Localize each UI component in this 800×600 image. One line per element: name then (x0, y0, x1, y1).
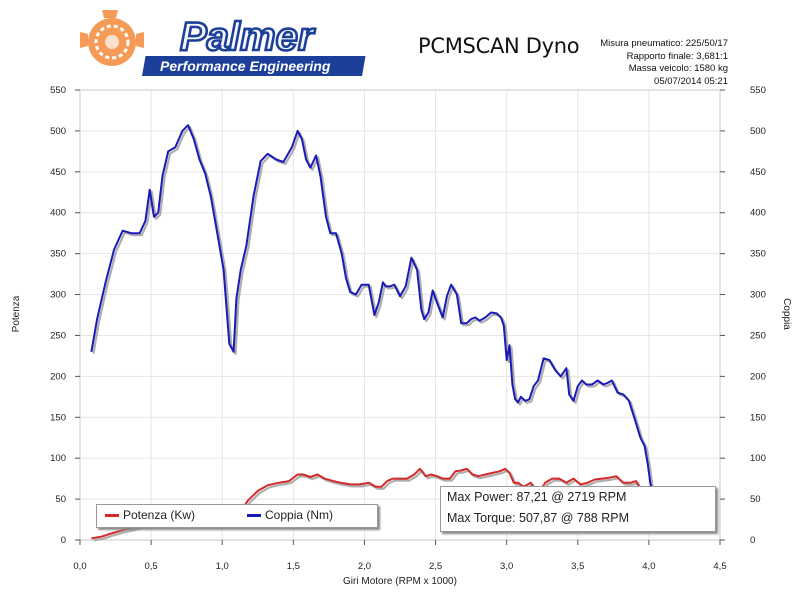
chart-grid (79, 89, 721, 541)
final-ratio-text: Rapporto finale: 3,681:1 (626, 50, 728, 62)
y-tick-label-left: 50 (55, 494, 66, 505)
y-tick-label-left: 150 (50, 412, 66, 423)
legend-swatch-power (105, 514, 119, 518)
y-tick-label-right: 300 (750, 290, 766, 301)
x-axis-label: Giri Motore (RPM x 1000) (343, 576, 457, 587)
x-tick-label: 4,5 (713, 561, 726, 572)
y-tick-label-left: 200 (50, 371, 66, 382)
legend: Potenza (Kw) Coppia (Nm) (96, 504, 378, 528)
x-tick-label: 2,0 (358, 561, 371, 572)
legend-label-torque: Coppia (Nm) (265, 508, 334, 522)
y-tick-label-right: 0 (750, 535, 755, 546)
y-tick-label-right: 400 (750, 208, 766, 219)
plot-frame (79, 89, 721, 541)
y-tick-label-left: 500 (50, 126, 66, 137)
x-tick-label: 0,5 (145, 561, 158, 572)
legend-item-torque: Coppia (Nm) (247, 508, 333, 522)
chart-axes: 0 0 50 50 100 100 150 150 200 200 250 250 300 300 350 3… (50, 85, 766, 572)
vehicle-mass-text: Massa veicolo: 1580 kg (628, 63, 728, 74)
torque-line-shadow (92, 126, 658, 506)
tire-size-text: Misura pneumatico: 225/50/17 (600, 38, 728, 49)
x-tick-label: 1,0 (216, 561, 229, 572)
x-tick-label: 4,0 (642, 561, 655, 572)
y-axis-right-label: Coppia (781, 298, 792, 330)
y-tick-label-right: 250 (750, 330, 766, 341)
y-axis-left-label: Potenza (11, 295, 22, 332)
y-tick-label-right: 500 (750, 126, 766, 137)
y-tick-label-right: 50 (750, 494, 761, 505)
legend-item-power: Potenza (Kw) (105, 508, 195, 522)
x-tick-label: 0,0 (73, 561, 86, 572)
timestamp-text: 05/07/2014 05:21 (654, 75, 728, 87)
x-tick-label: 2,5 (429, 561, 442, 572)
y-tick-label-left: 400 (50, 208, 66, 219)
y-tick-label-left: 250 (50, 330, 66, 341)
dyno-title: PCMSCAN Dyno (418, 34, 580, 58)
y-tick-label-right: 450 (750, 167, 766, 178)
x-tick-label: 3,5 (571, 561, 584, 572)
logo-brand: Palmer (180, 15, 316, 59)
palmer-logo: Palmer Performance Engineering (80, 10, 366, 76)
legend-label-power: Potenza (Kw) (123, 508, 196, 522)
torque-line (90, 124, 656, 504)
y-tick-label-left: 450 (50, 167, 66, 178)
y-tick-label-right: 350 (750, 249, 766, 260)
y-tick-label-right: 100 (750, 453, 766, 464)
vehicle-info: Misura pneumatico: 225/50/17 Rapporto fi… (600, 38, 728, 88)
logo-tagline: Performance Engineering (160, 58, 331, 74)
x-tick-label: 1,5 (287, 561, 300, 572)
max-values-box: Max Power: 87,21 @ 2719 RPM Max Torque: … (440, 486, 716, 532)
legend-swatch-torque (247, 514, 261, 518)
y-tick-label-right: 550 (750, 85, 766, 96)
max-power-text: Max Power: 87,21 @ 2719 RPM (447, 490, 627, 504)
gear-icon (80, 10, 144, 66)
y-tick-label-right: 200 (750, 371, 766, 382)
max-torque-text: Max Torque: 507,87 @ 788 RPM (447, 511, 630, 525)
y-tick-label-left: 350 (50, 249, 66, 260)
x-tick-label: 3,0 (500, 561, 513, 572)
y-tick-label-left: 550 (50, 85, 66, 96)
y-tick-label-right: 150 (750, 412, 766, 423)
y-tick-label-left: 300 (50, 290, 66, 301)
y-tick-label-left: 100 (50, 453, 66, 464)
torque-series (90, 124, 658, 506)
y-tick-label-left: 0 (61, 535, 66, 546)
